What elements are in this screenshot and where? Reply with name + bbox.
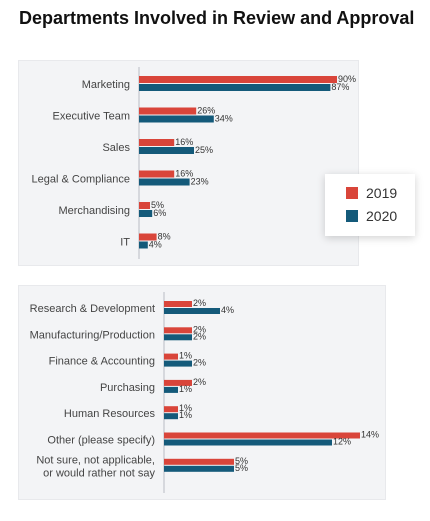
data-label-marketing-2019: 90% <box>338 74 356 84</box>
chart-panel-bottom: Research & Development 2% 4% Manufacturing/… <box>19 286 385 499</box>
bar-it-2019 <box>139 233 157 241</box>
legend-label-2019: 2019 <box>366 185 398 201</box>
category-label-sales: Sales <box>102 142 130 154</box>
bar-it-2020 <box>139 241 148 249</box>
bar-other-please-specify-2019 <box>164 432 360 439</box>
data-label-sales-2020: 25% <box>195 145 213 155</box>
bar-manufacturing-production-2019 <box>164 327 192 334</box>
category-label-research-development: Research & Development <box>30 303 155 315</box>
category-label-other-please-specify: Other (please specify) <box>47 435 155 447</box>
category-label-marketing: Marketing <box>82 79 130 91</box>
category-label-purchasing: Purchasing <box>100 382 155 394</box>
bar-not-sure-not-applicable-or-would-rather-not-say-2020 <box>164 465 234 472</box>
category-label-legal-compliance: Legal & Compliance <box>32 174 130 186</box>
data-label-not-sure-not-applicable-or-would-rather-not-say-2019: 5% <box>235 456 248 466</box>
category-label-merchandising: Merchandising <box>58 205 130 217</box>
bar-research-development-2019 <box>164 301 192 307</box>
bar-research-development-2020 <box>164 308 220 314</box>
data-label-sales-2019: 16% <box>175 137 193 147</box>
data-label-finance-accounting-2019: 1% <box>179 351 192 361</box>
bar-executive-team-2019 <box>139 107 197 115</box>
category-label-it: IT <box>120 237 130 249</box>
bar-executive-team-2020 <box>139 115 214 123</box>
bar-human-resources-2019 <box>164 406 178 413</box>
bar-marketing-2020 <box>139 84 331 91</box>
bar-marketing-2019 <box>139 76 337 83</box>
category-label-finance-accounting: Finance & Accounting <box>49 356 155 368</box>
data-label-merchandising-2019: 5% <box>151 200 164 210</box>
legend-swatch-2019 <box>346 187 358 199</box>
bar-legal-compliance-2020 <box>139 178 190 186</box>
chart-panel-top: Marketing 90% 87% Executive Team 26% 34% Sales… <box>19 61 358 265</box>
bar-other-please-specify-2020 <box>164 439 332 446</box>
data-label-manufacturing-production-2020: 2% <box>193 331 206 341</box>
category-label-executive-team: Executive Team <box>53 111 130 123</box>
data-label-human-resources-2019: 1% <box>179 403 192 413</box>
legend-label-2020: 2020 <box>366 208 398 224</box>
data-label-legal-compliance-2020: 23% <box>191 177 209 187</box>
bar-merchandising-2019 <box>139 202 150 209</box>
chart-legend: 2019 2020 <box>325 174 415 236</box>
bar-finance-accounting-2019 <box>164 353 178 360</box>
data-label-legal-compliance-2019: 16% <box>175 169 193 179</box>
page-title: Departments Involved in Review and Appro… <box>19 8 415 28</box>
data-label-finance-accounting-2020: 2% <box>193 358 206 368</box>
data-label-manufacturing-production-2019: 2% <box>193 324 206 334</box>
data-label-executive-team-2019: 26% <box>197 106 215 116</box>
data-label-executive-team-2020: 34% <box>215 114 233 124</box>
data-label-it-2019: 8% <box>158 232 171 242</box>
data-label-human-resources-2020: 1% <box>179 410 192 420</box>
bar-legal-compliance-2019 <box>139 170 175 178</box>
legend-item-2020: 2020 <box>346 207 397 225</box>
data-label-other-please-specify-2019: 14% <box>361 430 379 440</box>
category-label-human-resources: Human Resources <box>64 408 156 420</box>
category-label-manufacturing-production: Manufacturing/Production <box>30 329 155 341</box>
data-label-research-development-2019: 2% <box>193 298 206 308</box>
data-label-merchandising-2020: 6% <box>153 208 166 218</box>
data-label-research-development-2020: 4% <box>221 305 234 315</box>
bar-finance-accounting-2020 <box>164 360 192 367</box>
bar-human-resources-2020 <box>164 413 178 420</box>
data-label-purchasing-2020: 1% <box>179 384 192 394</box>
bar-manufacturing-production-2020 <box>164 334 192 341</box>
data-label-purchasing-2019: 2% <box>193 377 206 387</box>
bar-sales-2020 <box>139 147 194 154</box>
data-label-marketing-2020: 87% <box>331 82 349 92</box>
category-label-not-sure-not-applicable-or-would-rather-not-say: Not sure, not applicable, or would rather… <box>36 454 155 479</box>
data-label-it-2020: 4% <box>149 240 162 250</box>
bar-not-sure-not-applicable-or-would-rather-not-say-2019 <box>164 458 234 465</box>
bar-sales-2019 <box>139 139 175 146</box>
legend-item-2019: 2019 <box>346 184 397 202</box>
data-label-not-sure-not-applicable-or-would-rather-not-say-2020: 5% <box>235 463 248 473</box>
data-label-other-please-specify-2020: 12% <box>333 437 351 447</box>
legend-swatch-2020 <box>346 210 358 222</box>
bar-merchandising-2020 <box>139 210 153 217</box>
bar-purchasing-2019 <box>164 379 192 386</box>
bar-purchasing-2020 <box>164 386 178 393</box>
bar-chart-top: Marketing 90%87% Executive Team 26%34% Sales… <box>32 67 356 259</box>
bar-chart-bottom: Research & Development 2% 4% Manufacturing/… <box>30 292 379 493</box>
